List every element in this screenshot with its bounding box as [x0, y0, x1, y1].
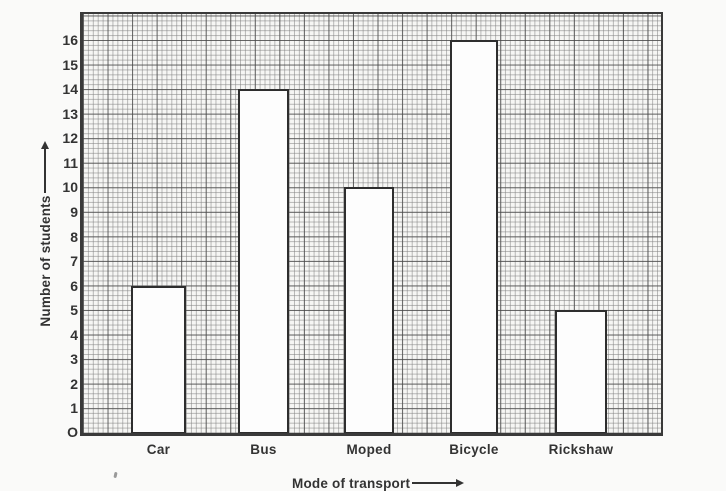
- y-tick-label-3: 3: [70, 351, 78, 368]
- bar-moped: [344, 187, 394, 433]
- y-axis-arrow-icon: [41, 141, 49, 194]
- y-tick-label-14: 14: [62, 81, 78, 98]
- x-tick-label-bus: Bus: [250, 442, 277, 457]
- y-tick-label-4: 4: [70, 326, 78, 343]
- page-edge: [0, 491, 726, 503]
- y-tick-label-10: 10: [62, 179, 78, 196]
- x-tick-label-moped: Moped: [346, 442, 392, 457]
- y-tick-label-1: 1: [70, 400, 78, 417]
- y-tick-label-16: 16: [62, 32, 78, 49]
- y-tick-label-12: 12: [62, 130, 78, 147]
- y-tick-label-6: 6: [70, 277, 78, 294]
- x-axis-title-group: Mode of transport: [292, 474, 465, 492]
- bar-rickshaw: [555, 310, 607, 433]
- y-tick-label-7: 7: [70, 253, 78, 270]
- y-tick-label-13: 13: [62, 105, 78, 122]
- bar-bicycle: [450, 40, 498, 433]
- x-tick-label-car: Car: [146, 442, 171, 457]
- y-axis-title-group: Number of students: [36, 134, 54, 334]
- y-tick-label-11: 11: [63, 154, 78, 171]
- bar-bus: [238, 89, 289, 433]
- x-axis-title: Mode of transport: [292, 475, 411, 491]
- x-tick-label-rickshaw: Rickshaw: [548, 442, 614, 457]
- scan-speck-artifact: [113, 471, 118, 479]
- y-tick-label-9: 9: [70, 203, 78, 220]
- y-tick-label-5: 5: [70, 302, 78, 319]
- y-tick-label-15: 15: [62, 56, 78, 73]
- y-axis-title: Number of students: [37, 195, 53, 327]
- origin-label: O: [67, 424, 78, 440]
- y-tick-label-2: 2: [70, 375, 78, 392]
- bar-car: [131, 285, 186, 433]
- y-tick-label-8: 8: [70, 228, 78, 245]
- x-tick-label-bicycle: Bicycle: [449, 442, 499, 457]
- x-axis-arrow-icon: [412, 479, 465, 487]
